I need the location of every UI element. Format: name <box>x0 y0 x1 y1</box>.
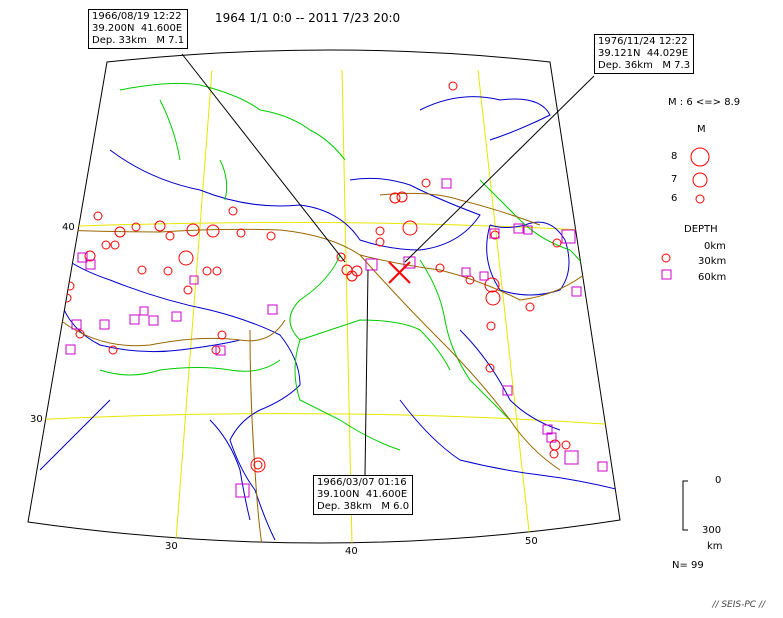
event-count: N= 99 <box>672 560 704 571</box>
deep-events <box>65 178 608 498</box>
legend-mag-title: M <box>697 124 706 135</box>
legend-depth-title: DEPTH <box>684 224 718 235</box>
callout-1966-03-07: 1966/03/07 01:16 39.100N 41.600E Dep. 38… <box>313 475 414 515</box>
credit-text: // SEIS-PC // <box>712 600 765 610</box>
legend-magnitude-symbols <box>690 147 710 204</box>
main-event-cross <box>388 261 411 284</box>
lon-label-50: 50 <box>525 536 538 547</box>
callout-coords: 39.200N 41.600E <box>92 23 183 34</box>
lat-label-30: 30 <box>30 414 43 425</box>
callout-date: 1966/03/07 01:16 <box>317 477 407 488</box>
callout-date: 1976/11/24 12:22 <box>598 36 688 47</box>
callout-depth-mag: Dep. 33km M 7.1 <box>92 35 185 46</box>
legend-mag-6: 6 <box>671 193 678 204</box>
scale-unit-label: km <box>707 541 723 552</box>
legend-mag-7: 7 <box>671 174 678 185</box>
lat-label-40: 40 <box>62 222 75 233</box>
callout-date: 1966/08/19 12:22 <box>92 11 182 22</box>
callout-leaders <box>181 53 595 476</box>
legend-depth-60: 60km <box>698 272 727 283</box>
legend-mag-range: M : 6 <=> 8.9 <box>668 97 741 108</box>
legend-depth-30: 30km <box>698 256 727 267</box>
callout-depth-mag: Dep. 36km M 7.3 <box>598 60 691 71</box>
plate-boundaries <box>59 192 591 544</box>
borders <box>99 82 601 451</box>
callout-depth-mag: Dep. 38km M 6.0 <box>317 501 410 512</box>
scale-top-label: 0 <box>715 475 722 486</box>
legend-depth-0: 0km <box>704 241 726 252</box>
map-frame <box>27 49 621 544</box>
map-title: 1964 1/1 0:0 -- 2011 7/23 20:0 <box>215 11 401 25</box>
callout-1966-08-19: 1966/08/19 12:22 39.200N 41.600E Dep. 33… <box>88 9 189 49</box>
depth-scale-bar <box>682 480 688 531</box>
coastlines <box>39 96 620 541</box>
legend-mag-8: 8 <box>671 151 678 162</box>
lon-label-40: 40 <box>345 546 358 557</box>
lon-label-30: 30 <box>165 541 178 552</box>
legend-depth-symbols <box>661 253 672 280</box>
scale-bottom-label: 300 <box>702 525 722 536</box>
callout-1976-11-24: 1976/11/24 12:22 39.121N 44.029E Dep. 36… <box>594 34 695 74</box>
callout-coords: 39.100N 41.600E <box>317 489 408 500</box>
shallow-events <box>62 81 571 473</box>
callout-coords: 39.121N 44.029E <box>598 48 689 59</box>
